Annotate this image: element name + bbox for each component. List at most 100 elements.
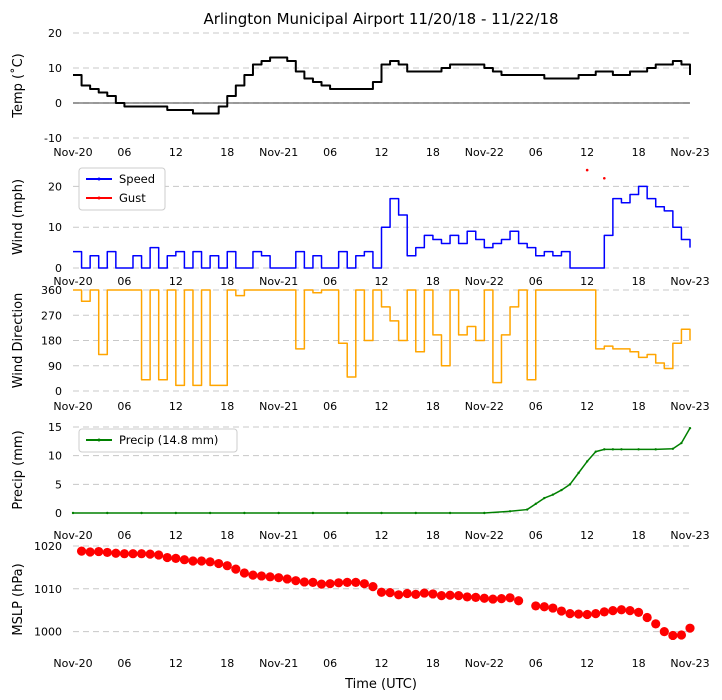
legend-precip: Precip (14.8 mm) xyxy=(78,428,238,453)
precip-point xyxy=(560,488,563,492)
mslp-point xyxy=(274,573,284,583)
x-tick-label-precip: Nov-22 xyxy=(465,529,504,542)
x-tick-label-wind: 06 xyxy=(117,275,131,288)
y-axis-label-precip: Precip (mm) xyxy=(11,430,26,509)
mslp-point xyxy=(514,596,524,606)
mslp-point xyxy=(445,590,455,600)
precip-point xyxy=(71,511,75,515)
mslp-point xyxy=(479,593,489,603)
x-tick-label-wdir: 12 xyxy=(580,400,594,413)
precip-point xyxy=(174,511,178,515)
precip-point xyxy=(543,496,546,500)
mslp-point xyxy=(625,606,635,616)
y-tick-label-precip: 10 xyxy=(48,450,62,463)
gust-point xyxy=(603,176,606,180)
mslp-point xyxy=(573,609,584,619)
precip-point xyxy=(208,511,212,515)
precip-point xyxy=(311,511,315,515)
mslp-point xyxy=(136,549,147,559)
x-tick-label-wind: 18 xyxy=(220,275,234,288)
panel-precip: 0 5 10 15 Precip (mm) Nov-20 06 12 18 Nov-21 06 12 1… xyxy=(11,421,710,542)
mslp-point xyxy=(411,589,421,599)
legend-box xyxy=(78,428,238,453)
x-tick-label-wind: 18 xyxy=(632,275,646,288)
mslp-point xyxy=(351,577,361,587)
x-tick-label-precip: 06 xyxy=(529,529,543,542)
mslp-point xyxy=(539,602,549,612)
mslp-point xyxy=(308,577,318,587)
y-axis-label-wind: Wind (mph) xyxy=(11,179,26,255)
y-tick-label-mslp: 1010 xyxy=(34,583,62,596)
precip-point xyxy=(585,460,589,463)
mslp-point xyxy=(222,561,232,571)
mslp-point xyxy=(668,630,678,641)
y-tick-label-wdir: 360 xyxy=(41,284,62,297)
precip-point xyxy=(243,511,246,515)
x-tick-label-wdir: 18 xyxy=(220,400,234,413)
panel-temp: -10 0 10 20 Temp (˚C) Nov-20 06 12 18 Nov-21 06 12 1… xyxy=(10,27,710,159)
mslp-point xyxy=(454,591,464,601)
mslp-point xyxy=(676,630,687,640)
mslp-point xyxy=(128,549,138,559)
mslp-point xyxy=(462,592,472,602)
precip-point xyxy=(508,510,512,513)
x-tick-label-temp: Nov-21 xyxy=(259,146,298,159)
x-tick-label-wdir: 18 xyxy=(426,400,440,413)
precip-point xyxy=(277,511,280,515)
mslp-point xyxy=(402,588,412,599)
mslp-point xyxy=(556,606,567,616)
x-tick-label-mslp: 06 xyxy=(323,657,337,670)
mslp-point xyxy=(325,579,335,589)
y-tick-label-precip: 5 xyxy=(55,478,62,491)
mslp-point xyxy=(591,609,601,619)
series-line-wdir xyxy=(73,289,691,387)
mslp-point xyxy=(419,588,429,598)
precip-point xyxy=(654,448,657,451)
mslp-point xyxy=(394,590,404,600)
mslp-point xyxy=(162,552,172,563)
precip-point xyxy=(688,426,692,430)
x-axis-label: Time (UTC) xyxy=(344,677,417,692)
y-tick-label-temp: 0 xyxy=(55,97,62,110)
x-tick-label-temp: 12 xyxy=(169,146,183,159)
mslp-point xyxy=(376,587,387,597)
y-tick-label-wdir: 90 xyxy=(48,360,62,373)
mslp-point xyxy=(179,555,190,565)
y-tick-label-temp: -10 xyxy=(44,132,62,145)
precip-point xyxy=(637,448,640,451)
x-tick-label-temp: 12 xyxy=(375,146,389,159)
mslp-point xyxy=(428,589,438,599)
legend-marker xyxy=(97,196,101,200)
legend-marker xyxy=(97,177,101,181)
series-line-temp xyxy=(73,56,691,115)
mslp-point xyxy=(633,607,644,617)
x-tick-label-precip: 18 xyxy=(632,529,646,542)
y-tick-label-mslp: 1020 xyxy=(34,540,62,553)
mslp-point xyxy=(299,577,309,587)
mslp-point xyxy=(582,609,592,620)
x-tick-label-mslp: 06 xyxy=(529,657,543,670)
y-tick-label-mslp: 1000 xyxy=(34,626,62,639)
y-tick-label-wind: 10 xyxy=(48,221,62,234)
x-tick-label-wdir: Nov-21 xyxy=(259,400,298,413)
x-tick-label-wind: Nov-22 xyxy=(465,275,504,288)
precip-point xyxy=(568,483,572,486)
y-tick-label-precip: 0 xyxy=(55,507,62,520)
precip-point xyxy=(140,511,143,515)
x-tick-label-wind: Nov-20 xyxy=(53,275,92,288)
x-tick-label-mslp: 12 xyxy=(580,657,594,670)
mslp-point xyxy=(505,593,515,603)
mslp-point xyxy=(256,571,267,581)
mslp-point xyxy=(119,549,130,559)
mslp-point xyxy=(685,623,695,633)
x-tick-label-mslp: 18 xyxy=(632,657,646,670)
y-tick-label-wind: 0 xyxy=(55,262,62,275)
mslp-point xyxy=(205,557,215,567)
precip-point xyxy=(680,441,683,445)
panel-wind: 0 10 20 Wind (mph) Nov-20 06 12 18 Nov-21 06 12 18 N… xyxy=(11,167,710,288)
chart-title: Arlington Municipal Airport 11/20/18 - 1… xyxy=(203,10,558,28)
precip-point xyxy=(380,511,383,515)
mslp-point xyxy=(145,549,155,559)
x-tick-label-wdir: Nov-22 xyxy=(465,400,504,413)
